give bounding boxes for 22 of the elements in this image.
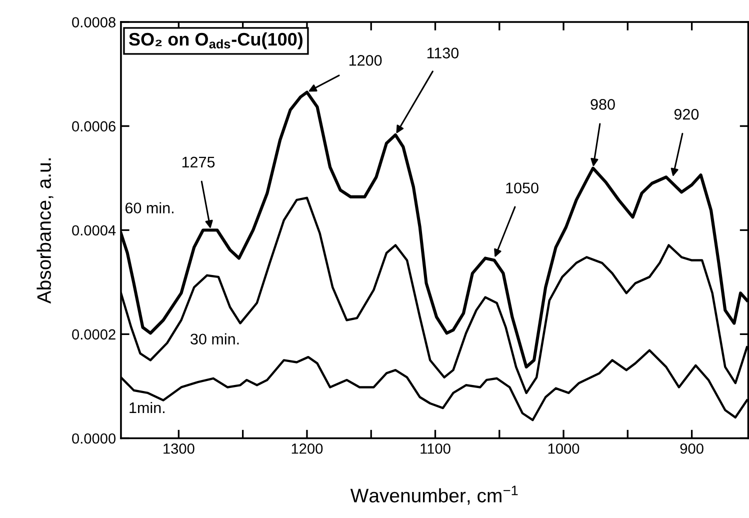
- x-tick-label: 900: [680, 443, 704, 454]
- y-tick-label: 0.0004: [72, 225, 116, 236]
- y-axis-title: Absorbance, a.u.: [36, 158, 54, 304]
- x-axis-title: Wavenumber, cm$^{−1}$: [350, 486, 518, 505]
- annotation: 980: [590, 98, 615, 110]
- annotation: 1200: [349, 54, 382, 66]
- y-tick-label: 0.0008: [72, 17, 116, 28]
- series-label: 1min.: [130, 402, 164, 414]
- x-tick-label: 1000: [548, 443, 580, 454]
- series-label: 30 min.: [190, 333, 239, 345]
- annotation: 1275: [182, 156, 215, 168]
- annotation: 920: [674, 108, 699, 120]
- annotation: 1050: [506, 182, 538, 194]
- series-label: 60 min.: [126, 202, 174, 214]
- annotation: 1130: [427, 48, 459, 58]
- x-tick-label: 1300: [164, 443, 194, 454]
- y-tick-label: 0.0006: [72, 121, 116, 132]
- text: SO₂ on O$_{ads}$-Cu(100): [129, 32, 302, 50]
- x-tick-label: 1100: [420, 443, 450, 454]
- y-tick-label: 0.0002: [72, 329, 116, 340]
- y-tick-label: 0.0000: [72, 433, 116, 444]
- x-tick-label: 1200: [292, 443, 323, 454]
